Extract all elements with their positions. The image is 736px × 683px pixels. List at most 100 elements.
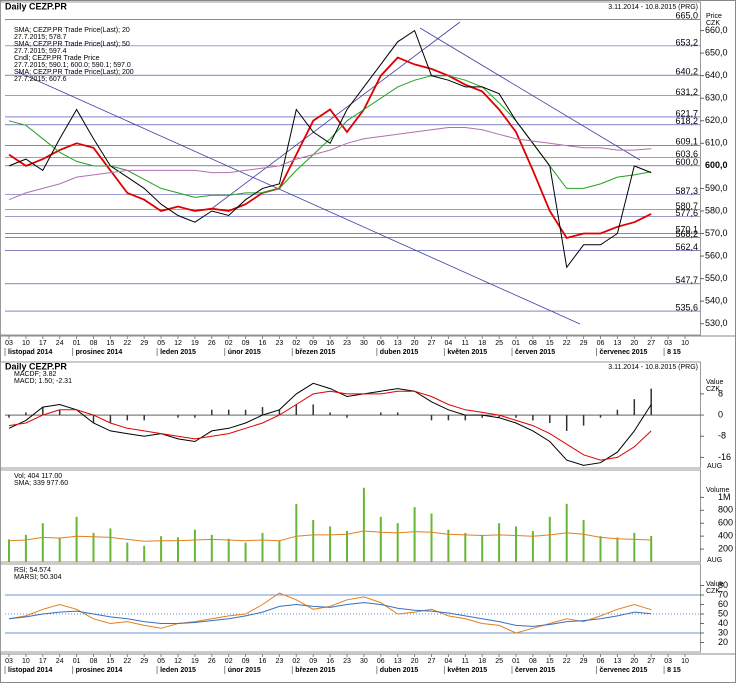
x-tick-label: 15 [107,658,115,665]
axis-label: Price [706,13,722,20]
level-label: 562,4 [675,242,698,252]
legend-entry: MARSI; 50.304 [14,574,62,581]
x-tick-label: 01 [73,340,81,347]
level-label: 621,7 [675,108,698,118]
y-tick-label: 640,0 [705,70,728,80]
y-tick-label: 30 [718,627,728,637]
x-tick-label: 29 [580,658,588,665]
y-tick-label: 70 [718,589,728,599]
y-tick-label: 610,0 [705,138,728,148]
x-tick-label: 20 [411,340,419,347]
y-tick-label: 40 [718,618,728,628]
x-tick-label: 27 [647,340,655,347]
x-tick-label: 13 [394,340,402,347]
x-tick-label: 09 [309,340,317,347]
x-tick-label: 12 [174,658,182,665]
x-tick-label: 10 [22,340,30,347]
month-label: leden 2015 [160,349,196,356]
x-tick-label: 22 [563,658,571,665]
x-tick-label: 06 [377,658,385,665]
x-tick-label: 09 [242,340,250,347]
y-tick-label: 580,0 [705,205,728,215]
series-line [8,56,652,240]
level-label: 631,2 [675,87,698,97]
month-label: prosinec 2014 [76,349,123,356]
legend-entry: Cndl; CEZP.PR Trade Price [14,55,100,62]
legend-entry: MACDF; 3.82 [14,371,57,378]
x-tick-label: 03 [664,340,672,347]
legend-value: 27.7.2015; 597.4 [14,48,67,55]
axis-label: CZK [706,20,720,27]
x-tick-label: 29 [580,340,588,347]
x-tick-label: 27 [428,658,436,665]
x-tick-label: 06 [377,340,385,347]
y-tick-label: 630,0 [705,93,728,103]
legend-value: 27.7.2015; 578.7 [14,34,67,41]
x-tick-label: 22 [563,340,571,347]
x-tick-label: 25 [495,340,503,347]
x-tick-label: 30 [360,340,368,347]
month-label: 8 15 [667,349,681,356]
x-tick-label: 03 [5,658,13,665]
month-label: březen 2015 [295,349,335,356]
x-tick-label: 18 [478,658,486,665]
x-tick-label: 05 [157,658,165,665]
y-tick-label: 20 [718,637,728,647]
x-tick-label: 17 [39,340,47,347]
panel-title: Daily CEZP.PR [5,1,67,11]
x-tick-label: 26 [208,340,216,347]
x-tick-label: 16 [259,340,267,347]
x-tick-label: 04 [445,658,453,665]
x-tick-label: 30 [360,658,368,665]
level-label: 587,3 [675,186,698,196]
legend-entry: SMA; 339 977.60 [14,480,68,487]
x-tick-label: 02 [292,340,300,347]
x-tick-label: 06 [597,340,605,347]
month-label: listopad 2014 [8,349,52,356]
legend-entry: MACD; 1.50; -2.31 [14,378,72,385]
x-tick-label: 25 [495,658,503,665]
x-tick-label: 23 [276,340,284,347]
x-tick-label: 08 [90,340,98,347]
legend-value: 27.7.2015; 590.1; 600.0; 590.1; 597.0 [14,62,131,69]
series-line [8,29,652,269]
y-tick-label: 570,0 [705,228,728,238]
panel-frame [0,563,701,653]
y-tick-label: 800 000 [718,505,736,515]
x-tick-label: 15 [107,340,115,347]
x-tick-label: 22 [123,658,131,665]
series-line [8,127,652,201]
x-tick-label: 08 [529,340,537,347]
legend-entry: SMA; CEZP.PR Trade Price(Last); 200 [14,69,134,76]
trend-line [17,71,581,325]
panel-subtitle: 3.11.2014 - 10.8.2015 (PRG) [608,4,698,11]
x-tick-label: 09 [242,658,250,665]
y-tick-label: 540,0 [705,296,728,306]
x-tick-label: 29 [140,658,148,665]
legend-value: 27.7.2015; 607.6 [14,76,67,83]
level-label: 570,1 [675,225,698,235]
panel-frame [0,469,701,563]
corner-label: AUG [707,463,722,470]
level-label: 600,0 [675,157,698,167]
month-label: červen 2015 [515,349,555,356]
level-label: 640,2 [675,67,698,77]
x-tick-label: 10 [22,658,30,665]
level-label: 547,7 [675,275,698,285]
axis-label: Value [706,581,723,588]
x-tick-label: 02 [225,340,233,347]
legend-entry: SMA; CEZP.PR Trade Price(Last); 20 [14,27,130,34]
x-tick-label: 17 [39,658,47,665]
series-line [8,390,652,461]
x-tick-label: 24 [56,340,64,347]
x-tick-label: 29 [140,340,148,347]
month-label: květen 2015 [447,349,487,356]
x-tick-label: 20 [630,340,638,347]
level-label: 653,2 [675,37,698,47]
legend-entry: Vol; 404 117.00 [14,473,62,480]
x-tick-label: 13 [394,658,402,665]
month-label: únor 2015 [228,667,261,674]
series-line [8,602,652,627]
month-label: duben 2015 [380,349,419,356]
